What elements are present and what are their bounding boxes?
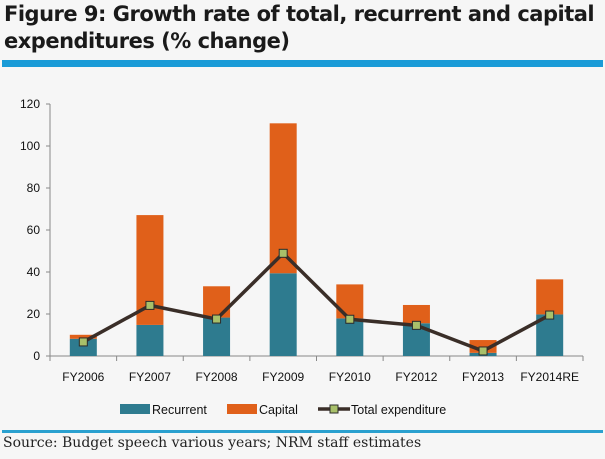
total-expenditure-marker	[145, 300, 155, 310]
legend-label-capital: Capital	[259, 403, 298, 417]
bar-capital	[69, 334, 97, 339]
y-tick-label: 120	[20, 97, 40, 111]
bar-capital	[536, 279, 564, 315]
bar-recurrent	[269, 273, 297, 356]
total-expenditure-line	[82, 251, 551, 353]
y-tick-label: 20	[27, 307, 41, 321]
total-line	[78, 248, 555, 356]
legend: Recurrent Capital Total expenditure	[120, 403, 446, 417]
y-tick-label: 0	[33, 349, 40, 363]
bar-recurrent	[203, 317, 231, 356]
bar-capital	[203, 286, 231, 318]
total-expenditure-marker	[78, 337, 88, 347]
x-tick-label: FY2008	[196, 370, 238, 384]
source-rule	[2, 430, 603, 433]
bar-capital	[269, 123, 297, 274]
x-tick-label: FY2010	[329, 370, 371, 384]
bars	[69, 123, 564, 356]
x-tick-label: FY2012	[395, 370, 437, 384]
legend-swatch-recurrent	[120, 404, 150, 414]
source-note: Source: Budget speech various years; NRM…	[3, 435, 422, 451]
total-expenditure-marker	[212, 314, 222, 324]
title-rule	[2, 60, 603, 67]
total-expenditure-marker	[411, 320, 421, 330]
axes: 0 20 40 60 80 100 120 FY2006 FY2007 FY2008 FY2009 F…	[20, 97, 584, 384]
x-tick-label: FY2006	[62, 370, 104, 384]
legend-swatch-total-marker	[329, 404, 339, 414]
total-expenditure-marker	[345, 314, 355, 324]
x-tick-label: FY2007	[129, 370, 171, 384]
total-expenditure-marker	[478, 346, 488, 356]
y-tick-label: 60	[27, 223, 41, 237]
x-tick-label: FY2014RE	[520, 370, 579, 384]
bar-capital	[402, 304, 430, 324]
legend-label-total: Total expenditure	[351, 403, 446, 417]
legend-swatch-capital	[227, 404, 257, 414]
legend-label-recurrent: Recurrent	[152, 403, 207, 417]
x-tick-label: FY2013	[462, 370, 504, 384]
bar-recurrent	[136, 324, 164, 356]
chart: 0 20 40 60 80 100 120 FY2006 FY2007 FY2008 FY2009 F…	[20, 97, 584, 417]
bar-recurrent	[336, 318, 364, 356]
y-tick-label: 100	[20, 139, 40, 153]
y-tick-label: 80	[27, 181, 41, 195]
bar-recurrent	[69, 338, 97, 356]
bar-capital	[336, 284, 364, 319]
total-expenditure-marker	[545, 310, 555, 320]
figure-title: Figure 9: Growth rate of total, recurren…	[4, 2, 595, 53]
total-expenditure-marker	[278, 248, 288, 258]
x-tick-label: FY2009	[262, 370, 304, 384]
y-tick-label: 40	[27, 265, 41, 279]
